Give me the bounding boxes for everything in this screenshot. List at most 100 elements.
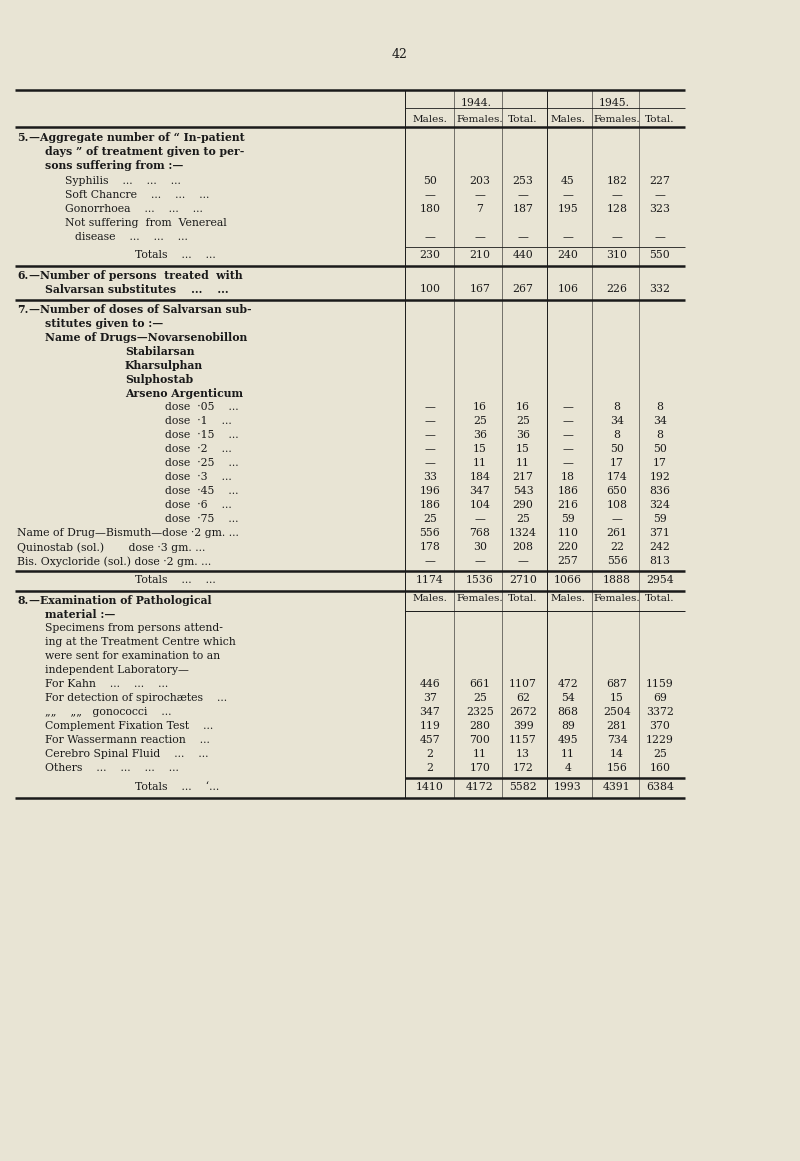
Text: 11: 11: [561, 749, 575, 759]
Text: Syphilis    ...    ...    ...: Syphilis ... ... ...: [65, 176, 181, 186]
Text: 2: 2: [426, 749, 434, 759]
Text: 186: 186: [558, 486, 578, 496]
Text: were sent for examination to an: were sent for examination to an: [45, 651, 220, 661]
Text: For Kahn    ...    ...    ...: For Kahn ... ... ...: [45, 679, 168, 688]
Text: 700: 700: [470, 735, 490, 745]
Text: 156: 156: [606, 763, 627, 773]
Text: Males.: Males.: [550, 115, 586, 124]
Text: 203: 203: [470, 176, 490, 186]
Text: 5582: 5582: [509, 783, 537, 792]
Text: Total.: Total.: [646, 594, 674, 603]
Text: Not suffering  from  Venereal: Not suffering from Venereal: [65, 218, 226, 228]
Text: 180: 180: [419, 204, 441, 214]
Text: 257: 257: [558, 556, 578, 567]
Text: 261: 261: [606, 528, 627, 538]
Text: sons suffering from :—: sons suffering from :—: [45, 160, 183, 171]
Text: 281: 281: [606, 721, 627, 731]
Text: Specimens from persons attend-: Specimens from persons attend-: [45, 623, 223, 633]
Text: 208: 208: [513, 542, 534, 551]
Text: —: —: [518, 556, 529, 567]
Text: 62: 62: [516, 693, 530, 704]
Text: 1410: 1410: [416, 783, 444, 792]
Text: 1066: 1066: [554, 575, 582, 585]
Text: —: —: [425, 190, 435, 200]
Text: 106: 106: [558, 284, 578, 294]
Text: 2672: 2672: [509, 707, 537, 717]
Text: 371: 371: [650, 528, 670, 538]
Text: —Examination of Pathological: —Examination of Pathological: [29, 594, 212, 606]
Text: 1107: 1107: [509, 679, 537, 688]
Text: 6384: 6384: [646, 783, 674, 792]
Text: 14: 14: [610, 749, 624, 759]
Text: Name of Drugs—Novarsenobillon: Name of Drugs—Novarsenobillon: [45, 332, 247, 342]
Text: 216: 216: [558, 500, 578, 510]
Text: —: —: [425, 430, 435, 440]
Text: dose  ·25    ...: dose ·25 ...: [165, 457, 238, 468]
Text: 182: 182: [606, 176, 627, 186]
Text: 170: 170: [470, 763, 490, 773]
Text: 323: 323: [650, 204, 670, 214]
Text: 8: 8: [614, 402, 621, 412]
Text: 556: 556: [606, 556, 627, 567]
Text: 1944.: 1944.: [461, 98, 492, 108]
Text: 217: 217: [513, 473, 534, 482]
Text: —: —: [562, 190, 574, 200]
Text: —: —: [562, 457, 574, 468]
Text: 399: 399: [513, 721, 534, 731]
Text: dose  ·1    ...: dose ·1 ...: [165, 416, 232, 426]
Text: 174: 174: [606, 473, 627, 482]
Text: —: —: [474, 190, 486, 200]
Text: Totals    ...    ...: Totals ... ...: [135, 250, 216, 260]
Text: 440: 440: [513, 250, 534, 260]
Text: 1229: 1229: [646, 735, 674, 745]
Text: Others    ...    ...    ...    ...: Others ... ... ... ...: [45, 763, 179, 773]
Text: 34: 34: [610, 416, 624, 426]
Text: 8.: 8.: [17, 594, 28, 606]
Text: 220: 220: [558, 542, 578, 551]
Text: 495: 495: [558, 735, 578, 745]
Text: 240: 240: [558, 250, 578, 260]
Text: 813: 813: [650, 556, 670, 567]
Text: 186: 186: [419, 500, 441, 510]
Text: 59: 59: [561, 514, 575, 524]
Text: —: —: [474, 232, 486, 241]
Text: 868: 868: [558, 707, 578, 717]
Text: 25: 25: [473, 693, 487, 704]
Text: 11: 11: [516, 457, 530, 468]
Text: 550: 550: [650, 250, 670, 260]
Text: 836: 836: [650, 486, 670, 496]
Text: 280: 280: [470, 721, 490, 731]
Text: —: —: [474, 514, 486, 524]
Text: 227: 227: [650, 176, 670, 186]
Text: Females.: Females.: [457, 594, 503, 603]
Text: 8: 8: [614, 430, 621, 440]
Text: 15: 15: [610, 693, 624, 704]
Text: 42: 42: [392, 48, 408, 62]
Text: 25: 25: [516, 514, 530, 524]
Text: 1945.: 1945.: [598, 98, 630, 108]
Text: 5.: 5.: [17, 132, 28, 143]
Text: 108: 108: [606, 500, 627, 510]
Text: 11: 11: [473, 749, 487, 759]
Text: —: —: [425, 232, 435, 241]
Text: Totals    ...    ‘...: Totals ... ‘...: [135, 783, 219, 792]
Text: Quinostab (sol.)       dose ·3 gm. ...: Quinostab (sol.) dose ·3 gm. ...: [17, 542, 206, 553]
Text: 332: 332: [650, 284, 670, 294]
Text: 661: 661: [470, 679, 490, 688]
Text: 230: 230: [419, 250, 441, 260]
Text: 15: 15: [516, 444, 530, 454]
Text: 370: 370: [650, 721, 670, 731]
Text: 17: 17: [653, 457, 667, 468]
Text: 45: 45: [561, 176, 575, 186]
Text: —: —: [562, 430, 574, 440]
Text: 59: 59: [653, 514, 667, 524]
Text: 119: 119: [419, 721, 441, 731]
Text: —: —: [425, 416, 435, 426]
Text: 37: 37: [423, 693, 437, 704]
Text: Complement Fixation Test    ...: Complement Fixation Test ...: [45, 721, 214, 731]
Text: independent Laboratory—: independent Laboratory—: [45, 665, 189, 675]
Text: —: —: [425, 402, 435, 412]
Text: 16: 16: [473, 402, 487, 412]
Text: 768: 768: [470, 528, 490, 538]
Text: Cerebro Spinal Fluid    ...    ...: Cerebro Spinal Fluid ... ...: [45, 749, 209, 759]
